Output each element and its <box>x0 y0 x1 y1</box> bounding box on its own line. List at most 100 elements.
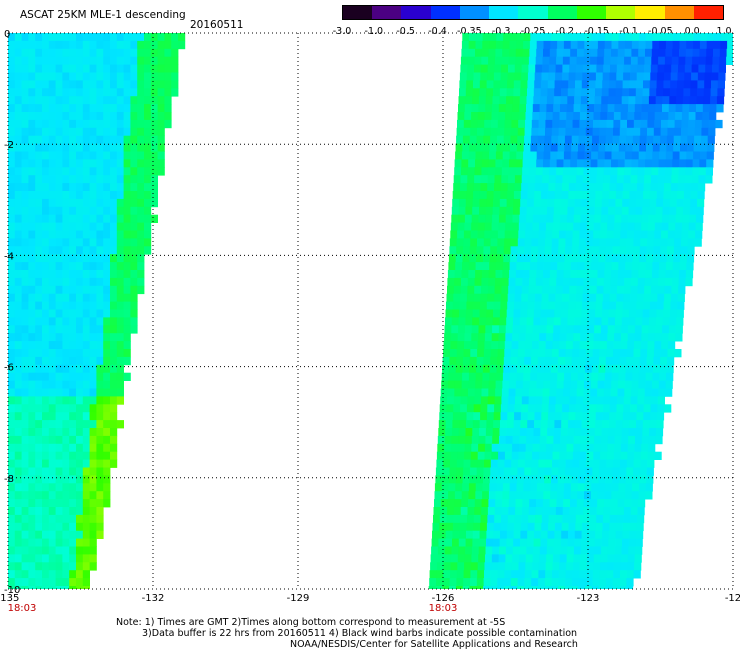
heatmap-cell <box>572 562 581 571</box>
heatmap-cell <box>96 127 104 137</box>
heatmap-cell <box>110 246 118 255</box>
heatmap-cell <box>652 40 660 50</box>
heatmap-cell <box>144 198 152 208</box>
heatmap-cell <box>698 56 707 65</box>
heatmap-cell <box>694 135 702 144</box>
heatmap-cell <box>503 135 511 144</box>
heatmap-cell <box>103 56 111 65</box>
heatmap-cell <box>498 554 506 563</box>
heatmap-cell <box>716 96 725 105</box>
heatmap-cell <box>534 72 542 81</box>
heatmap-cell <box>130 206 138 216</box>
heatmap-cell <box>42 206 50 216</box>
heatmap-cell <box>42 230 50 239</box>
heatmap-cell <box>557 143 565 152</box>
heatmap-cell <box>713 40 721 50</box>
heatmap-cell <box>116 119 124 129</box>
heatmap-cell <box>609 301 617 310</box>
heatmap-cell <box>82 277 90 287</box>
heatmap-cell <box>595 88 603 97</box>
heatmap-cell <box>14 586 22 589</box>
heatmap-cell <box>69 522 77 532</box>
heatmap-cell <box>582 522 590 532</box>
heatmap-cell <box>562 514 570 524</box>
heatmap-cell <box>510 254 518 263</box>
heatmap-cell <box>584 254 593 263</box>
heatmap-cell <box>529 491 537 500</box>
heatmap-cell <box>572 230 580 239</box>
heatmap-cell <box>505 435 513 445</box>
heatmap-cell <box>454 491 463 500</box>
heatmap-cell <box>521 175 529 184</box>
heatmap-cell <box>613 349 621 358</box>
heatmap-cell <box>622 309 630 318</box>
heatmap-cell <box>42 388 50 397</box>
heatmap-cell <box>651 270 660 279</box>
heatmap-cell <box>636 183 644 192</box>
heatmap-cell <box>640 119 648 129</box>
heatmap-cell <box>659 40 667 50</box>
heatmap-cell <box>137 230 145 239</box>
heatmap-cell <box>463 127 471 137</box>
heatmap-cell <box>457 554 465 563</box>
heatmap-cell <box>123 88 131 97</box>
heatmap-cell <box>35 119 43 129</box>
heatmap-cell <box>14 238 22 247</box>
heatmap-cell <box>649 428 657 437</box>
heatmap-cell <box>42 270 50 279</box>
heatmap-cell <box>495 48 503 58</box>
heatmap-cell <box>62 119 70 129</box>
heatmap-cell <box>144 104 152 113</box>
heatmap-cell <box>492 435 500 445</box>
heatmap-cell <box>110 372 118 381</box>
heatmap-cell <box>590 48 598 58</box>
heatmap-cell <box>8 222 16 231</box>
heatmap-cell <box>588 420 596 429</box>
colorbar-segment <box>430 6 460 19</box>
heatmap-cell <box>28 293 36 302</box>
heatmap-cell <box>55 491 63 500</box>
heatmap-cell <box>171 56 179 65</box>
heatmap-cell <box>69 570 77 579</box>
heatmap-cell <box>531 459 539 468</box>
heatmap-cell <box>584 364 593 374</box>
heatmap-cell <box>634 341 642 350</box>
heatmap-cell <box>96 214 104 223</box>
heatmap-cell <box>516 483 524 492</box>
heatmap-cell <box>8 349 16 358</box>
heatmap-cell <box>150 33 158 42</box>
heatmap-cell <box>665 277 673 287</box>
heatmap-cell <box>504 230 512 239</box>
heatmap-cell <box>171 48 179 58</box>
heatmap-cell <box>144 167 152 176</box>
heatmap-cell <box>35 586 43 589</box>
heatmap-cell <box>110 451 118 460</box>
heatmap-cell <box>21 562 29 571</box>
heatmap-cell <box>451 428 460 437</box>
heatmap-cell <box>630 175 638 184</box>
heatmap-cell <box>438 428 446 437</box>
heatmap-cell <box>462 586 470 589</box>
heatmap-cell <box>123 119 131 129</box>
heatmap-cell <box>21 435 29 445</box>
heatmap-cell <box>96 191 104 200</box>
heatmap-cell <box>599 570 607 579</box>
heatmap-cell <box>630 404 638 413</box>
heatmap-cell <box>686 143 694 152</box>
heatmap-cell <box>620 570 628 579</box>
heatmap-cell <box>664 175 672 184</box>
heatmap-cell <box>545 570 553 579</box>
heatmap-cell <box>42 151 50 160</box>
heatmap-cell <box>698 175 706 184</box>
heatmap-cell <box>594 214 602 223</box>
heatmap-cell <box>600 341 608 350</box>
heatmap-cell <box>707 143 715 152</box>
heatmap-cell <box>55 317 63 326</box>
heatmap-cell <box>664 404 672 413</box>
heatmap-cell <box>653 127 661 137</box>
heatmap-cell <box>613 570 621 579</box>
heatmap-cell <box>651 388 659 397</box>
heatmap-cell <box>536 380 544 389</box>
heatmap-cell <box>480 175 489 184</box>
heatmap-cell <box>472 198 480 208</box>
